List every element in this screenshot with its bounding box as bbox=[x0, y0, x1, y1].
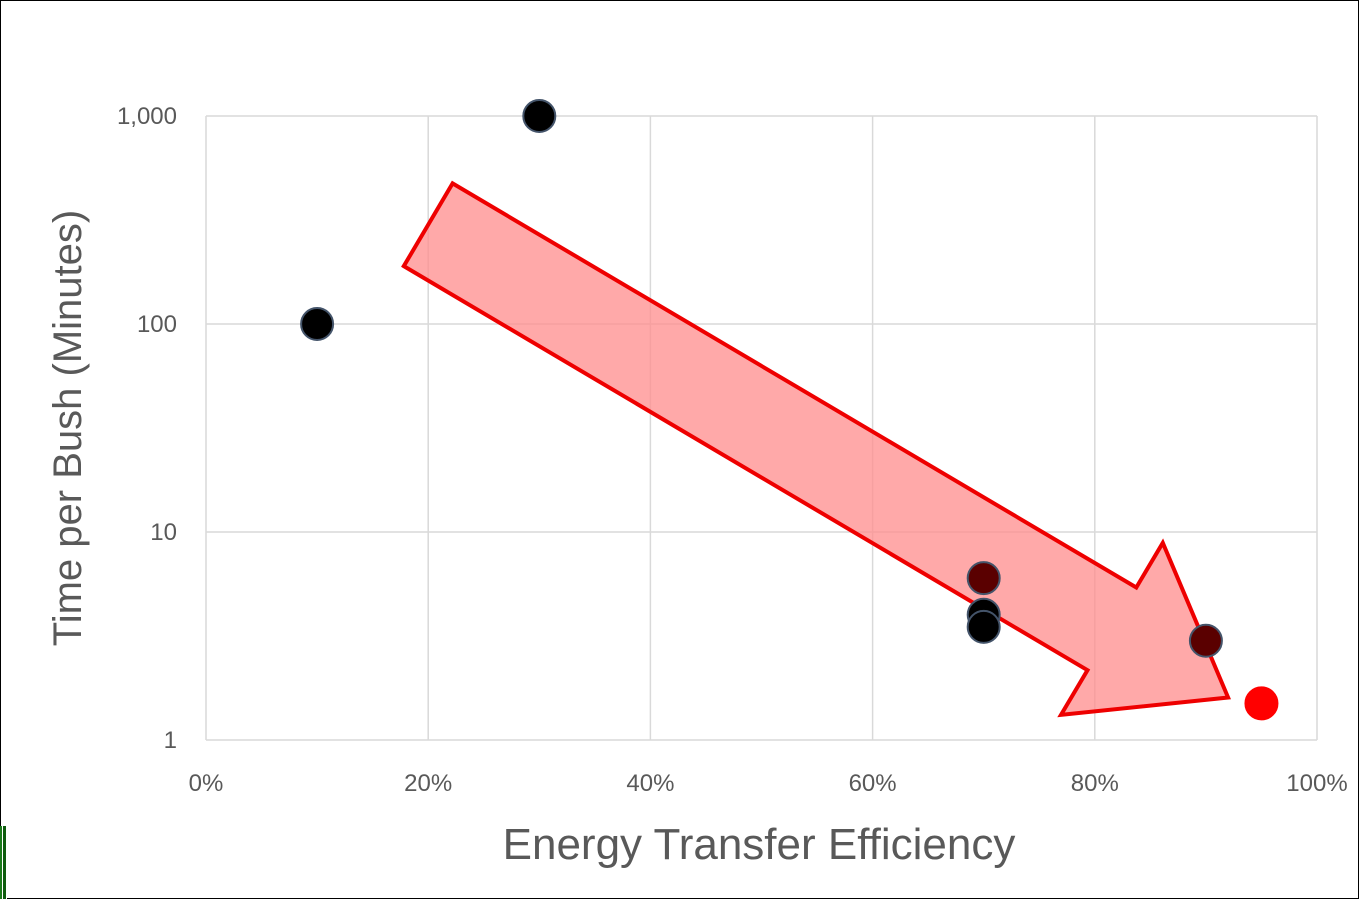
trend-arrow bbox=[401, 180, 1231, 718]
y-axis-title: Time per Bush (Minutes) bbox=[46, 210, 90, 646]
x-tick-label: 0% bbox=[189, 770, 224, 797]
y-tick-labels: 1 10 100 1,000 bbox=[117, 103, 177, 754]
x-tick-label: 80% bbox=[1071, 770, 1119, 797]
y-tick-label: 100 bbox=[137, 311, 177, 338]
x-tick-label: 40% bbox=[626, 770, 674, 797]
gridlines bbox=[205, 115, 1318, 741]
edge-decoration bbox=[0, 826, 7, 899]
data-point bbox=[1188, 623, 1223, 658]
x-axis-title: Energy Transfer Efficiency bbox=[503, 820, 1016, 869]
y-tick-label: 10 bbox=[150, 519, 177, 546]
data-points bbox=[300, 99, 1279, 721]
data-point bbox=[966, 609, 1001, 644]
x-tick-label: 100% bbox=[1286, 770, 1347, 797]
data-point bbox=[522, 99, 557, 133]
x-tick-labels: 0% 20% 40% 60% 80% 100% bbox=[189, 770, 1348, 797]
x-tick-label: 60% bbox=[849, 770, 897, 797]
data-point bbox=[1244, 686, 1279, 721]
y-tick-label: 1,000 bbox=[117, 103, 177, 130]
trend-arrow-layer bbox=[401, 180, 1231, 718]
y-tick-label: 1 bbox=[164, 727, 177, 754]
x-tick-label: 20% bbox=[404, 770, 452, 797]
data-point bbox=[966, 561, 1001, 596]
data-point bbox=[300, 307, 335, 341]
